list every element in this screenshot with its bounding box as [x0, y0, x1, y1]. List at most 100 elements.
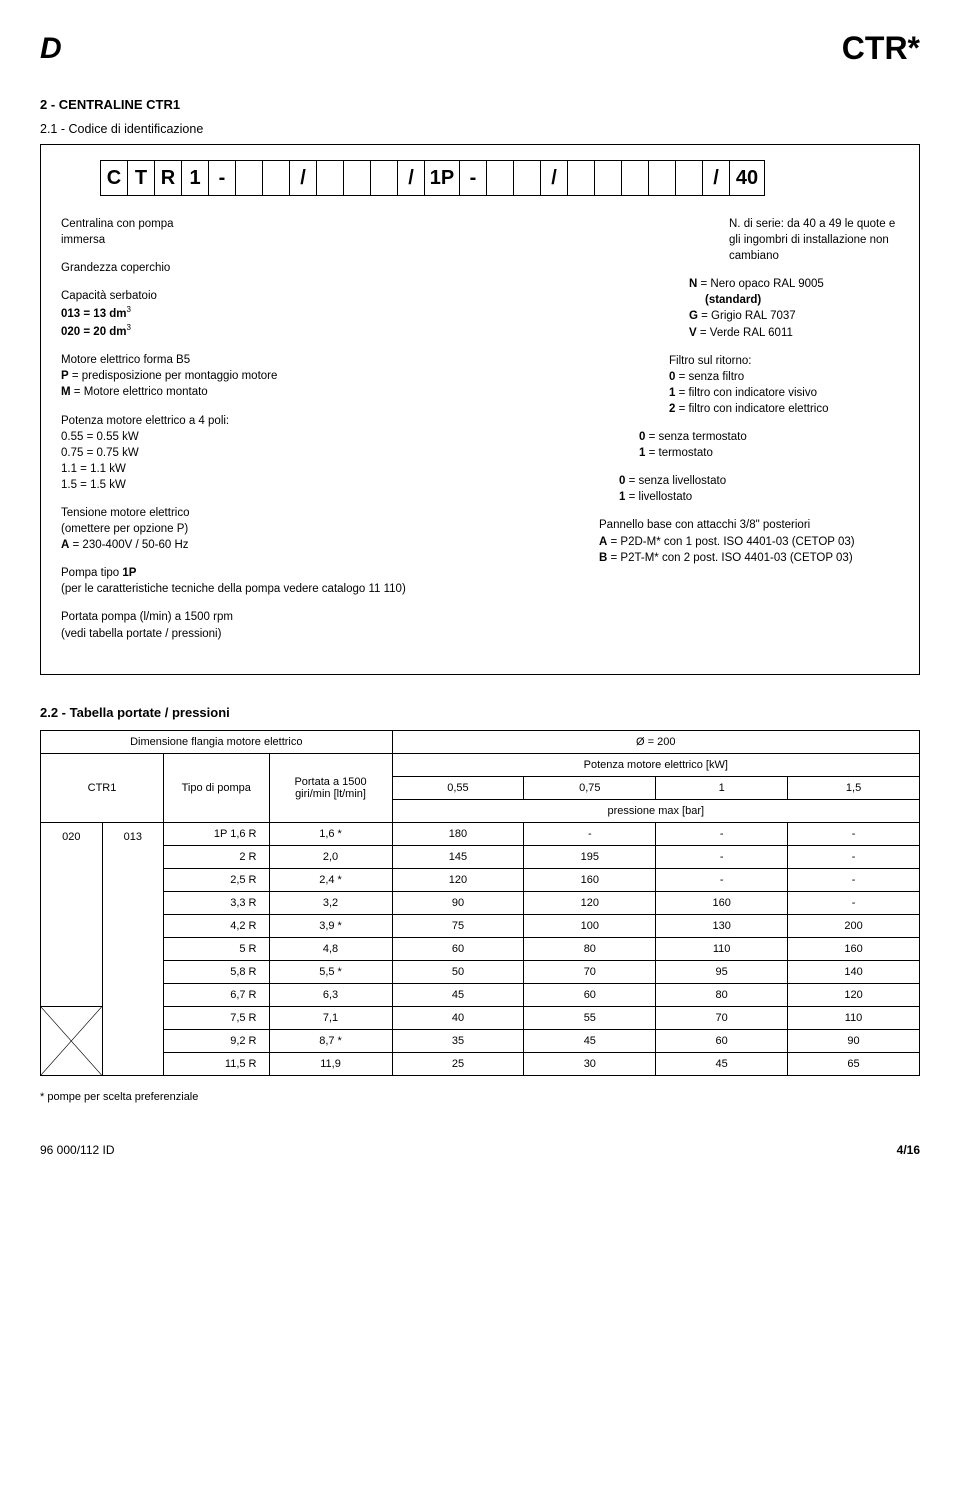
- cell-value: 90: [392, 891, 524, 914]
- footer-right: 4/16: [897, 1143, 920, 1157]
- rates-table: Dimensione flangia motore elettrico Ø = …: [40, 730, 920, 1076]
- blk-potenza: Potenza motore elettrico a 4 poli: 0.55 …: [61, 413, 491, 493]
- cell-value: -: [524, 822, 656, 845]
- code-cell: -: [459, 160, 487, 196]
- cell-portata: 11,9: [269, 1052, 392, 1075]
- cell-value: 45: [392, 983, 524, 1006]
- brand-logo: D: [40, 32, 62, 66]
- blk-pannello: Pannello base con attacchi 3/8" posterio…: [599, 517, 899, 565]
- code-cell: [343, 160, 371, 196]
- cell-portata: 8,7 *: [269, 1029, 392, 1052]
- cell-value: 60: [656, 1029, 788, 1052]
- section2-title: 2.2 - Tabella portate / pressioni: [40, 705, 920, 720]
- cell-value: 160: [524, 868, 656, 891]
- blk-centralina: Centralina con pompa immersa: [61, 216, 491, 248]
- cell-value: 180: [392, 822, 524, 845]
- section1-subtitle: 2.1 - Codice di identificazione: [40, 122, 920, 136]
- cell-value: 160: [656, 891, 788, 914]
- cell-tipo: 5 R: [164, 937, 269, 960]
- table-row: 3,3 R3,290120160-: [41, 891, 920, 914]
- table-row: 4,2 R3,9 *75100130200: [41, 914, 920, 937]
- cell-portata: 6,3: [269, 983, 392, 1006]
- code-cell: [262, 160, 290, 196]
- cell-value: 120: [788, 983, 920, 1006]
- t1: Centralina con pompa: [61, 218, 174, 230]
- table-body: 0200131P 1,6 R1,6 *180---2 R2,0145195--2…: [41, 822, 920, 1075]
- port2: (vedi tabella portate / pressioni): [61, 628, 221, 640]
- ten2: (omettere per opzione P): [61, 523, 188, 535]
- footer-left: 96 000/112 ID: [40, 1143, 115, 1157]
- cell-tipo: 2,5 R: [164, 868, 269, 891]
- cell-value: 110: [656, 937, 788, 960]
- cell-crossed: [41, 1006, 103, 1075]
- p15: 1.5 = 1.5 kW: [61, 479, 126, 491]
- code-cell: [594, 160, 622, 196]
- section-table: 2.2 - Tabella portate / pressioni Dimens…: [40, 705, 920, 1103]
- kw2: 1: [656, 776, 788, 799]
- table-row: 5 R4,86080110160: [41, 937, 920, 960]
- kw0: 0,55: [392, 776, 524, 799]
- cell-value: 45: [524, 1029, 656, 1052]
- page-footer: 96 000/112 ID 4/16: [40, 1143, 920, 1157]
- cap1: 013 = 13 dm: [61, 308, 127, 320]
- cell-value: 80: [656, 983, 788, 1006]
- code-cell: 1P: [424, 160, 460, 196]
- blk-grandezza: Grandezza coperchio: [61, 260, 491, 276]
- pan: Pannello base con attacchi 3/8" posterio…: [599, 519, 810, 531]
- p75: 0.75 = 0.75 kW: [61, 447, 139, 459]
- cell-value: 130: [656, 914, 788, 937]
- cell-tipo: 6,7 R: [164, 983, 269, 1006]
- code-cell: /: [397, 160, 425, 196]
- cell-value: 35: [392, 1029, 524, 1052]
- code-cell: [235, 160, 263, 196]
- cell-value: 120: [524, 891, 656, 914]
- blk-tensione: Tensione motore elettrico (omettere per …: [61, 505, 491, 553]
- cell-value: 30: [524, 1052, 656, 1075]
- th-tipo: Tipo di pompa: [164, 753, 269, 822]
- cell-value: 60: [392, 937, 524, 960]
- cell-portata: 5,5 *: [269, 960, 392, 983]
- cell-portata: 4,8: [269, 937, 392, 960]
- cell-value: 100: [524, 914, 656, 937]
- pot: Potenza motore elettrico a 4 poli:: [61, 415, 229, 427]
- cell-value: 145: [392, 845, 524, 868]
- section1-title: 2 - CENTRALINE CTR1: [40, 97, 920, 112]
- cell-value: 75: [392, 914, 524, 937]
- cell-portata: 2,0: [269, 845, 392, 868]
- cell-value: 195: [524, 845, 656, 868]
- table-row: 6,7 R6,3456080120: [41, 983, 920, 1006]
- code-cell: C: [100, 160, 128, 196]
- cell-value: 120: [392, 868, 524, 891]
- code-cell: [370, 160, 398, 196]
- code-cell: 1: [181, 160, 209, 196]
- code-cell: [567, 160, 595, 196]
- cell-value: -: [788, 822, 920, 845]
- cell-tipo: 9,2 R: [164, 1029, 269, 1052]
- code-row: CTR1-//1P-//40: [101, 160, 899, 196]
- cell-value: -: [788, 868, 920, 891]
- blk-capacita: Capacità serbatoio 013 = 13 dm3 020 = 20…: [61, 288, 491, 340]
- cell-tipo: 2 R: [164, 845, 269, 868]
- pompa2: (per le caratteristiche tecniche della p…: [61, 583, 406, 595]
- t1b: immersa: [61, 234, 105, 246]
- right-labels: N. di serie: da 40 a 49 le quote e gli i…: [531, 216, 899, 654]
- cell-value: -: [656, 868, 788, 891]
- code-cell: /: [702, 160, 730, 196]
- table-row: 9,2 R8,7 *35456090: [41, 1029, 920, 1052]
- blk-pompa: Pompa tipo 1P (per le caratteristiche te…: [61, 565, 491, 597]
- cell-020: 020: [41, 822, 103, 1006]
- th-potenza: Potenza motore elettrico [kW]: [392, 753, 919, 776]
- cell-value: 55: [524, 1006, 656, 1029]
- cell-value: -: [656, 822, 788, 845]
- cap2: 020 = 20 dm: [61, 326, 127, 338]
- cell-value: 200: [788, 914, 920, 937]
- code-cell: R: [154, 160, 182, 196]
- tenA: = 230-400V / 50-60 Hz: [69, 539, 188, 551]
- page-title: CTR*: [842, 30, 920, 67]
- table-row: 11,5 R11,925304565: [41, 1052, 920, 1075]
- cell-portata: 1,6 *: [269, 822, 392, 845]
- pompa1: Pompa tipo: [61, 567, 122, 579]
- port1: Portata pompa (l/min) a 1500 rpm: [61, 611, 233, 623]
- blk-motore: Motore elettrico forma B5 P = predisposi…: [61, 352, 491, 400]
- th-diam: Ø = 200: [392, 730, 919, 753]
